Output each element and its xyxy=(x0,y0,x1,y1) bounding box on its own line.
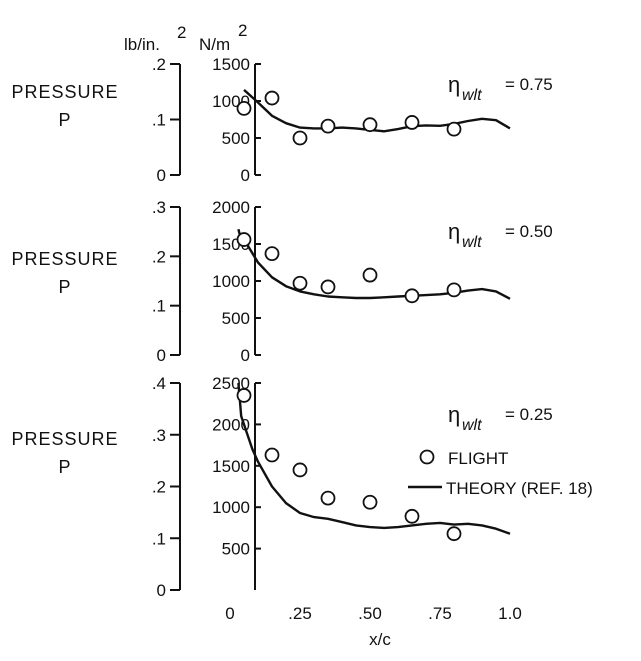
eta-subscript: wlt xyxy=(462,234,482,251)
psi-tick-label: .1 xyxy=(152,111,166,130)
pressure-panel: PRESSURE P 0 .1 .2 .3 .4 500 1000 1500 2000 2500 η wl… xyxy=(11,374,552,600)
legend-theory-label: THEORY (REF. 18) xyxy=(446,479,593,498)
eta-subscript: wlt xyxy=(462,417,482,434)
nm-tick-label: 500 xyxy=(222,309,250,328)
psi-tick-label: .3 xyxy=(152,198,166,217)
psi-tick-label: .2 xyxy=(152,478,166,497)
x-tick-label: .50 xyxy=(358,604,382,623)
eta-value: = 0.25 xyxy=(505,405,553,424)
nm-tick-label: 500 xyxy=(222,129,250,148)
psi-unit-label: lb/in. xyxy=(124,35,160,54)
flight-data-point xyxy=(292,275,308,291)
legend-flight-label: FLIGHT xyxy=(448,449,508,468)
theory-series-line xyxy=(237,382,511,535)
nm-tick-label: 0 xyxy=(241,346,250,365)
psi-tick-label: .3 xyxy=(152,426,166,445)
nm-tick-label: 2500 xyxy=(212,374,250,393)
flight-data-point xyxy=(320,490,336,506)
eta-value: = 0.75 xyxy=(505,75,553,94)
flight-data-point xyxy=(264,246,280,262)
pressure-axis-title: PRESSURE xyxy=(11,82,118,102)
nm-tick-label: 1500 xyxy=(212,55,250,74)
nm-tick-label: 2000 xyxy=(212,415,250,434)
nm-tick-label: 1000 xyxy=(212,272,250,291)
nm-unit-label: N/m xyxy=(199,35,230,54)
flight-data-point xyxy=(362,267,378,283)
psi-tick-label: 0 xyxy=(157,581,166,600)
pressure-axis-symbol: P xyxy=(58,277,71,297)
eta-symbol: η xyxy=(448,72,460,97)
flight-data-point xyxy=(264,90,280,106)
flight-data-point xyxy=(236,388,252,403)
eta-symbol: η xyxy=(448,402,460,427)
eta-symbol: η xyxy=(448,219,460,244)
nm-tick-label: 2000 xyxy=(212,198,250,217)
psi-tick-label: .2 xyxy=(152,247,166,266)
pressure-axis-symbol: P xyxy=(58,457,71,477)
x-axis-title: x/c xyxy=(369,630,391,649)
legend-flight-marker xyxy=(419,449,435,465)
psi-tick-label: .1 xyxy=(152,297,166,316)
eta-subscript: wlt xyxy=(462,87,482,104)
psi-tick-label: 0 xyxy=(157,346,166,365)
flight-data-point xyxy=(264,447,280,463)
nm-tick-label: 0 xyxy=(241,166,250,185)
psi-tick-label: .4 xyxy=(152,374,166,393)
flight-data-point xyxy=(404,288,420,304)
psi-unit-exponent: 2 xyxy=(177,23,186,42)
x-tick-label: .75 xyxy=(428,604,452,623)
pressure-axis-symbol: P xyxy=(58,110,71,130)
flight-data-point xyxy=(292,462,308,478)
psi-tick-label: .2 xyxy=(152,55,166,74)
x-tick-label: 0 xyxy=(225,604,234,623)
nm-unit-exponent: 2 xyxy=(238,21,247,40)
flight-data-point xyxy=(320,118,336,134)
theory-series-line xyxy=(243,89,511,133)
flight-data-point xyxy=(236,101,252,116)
flight-data-point xyxy=(446,121,462,137)
flight-data-point xyxy=(362,117,378,133)
nm-tick-label: 1500 xyxy=(212,457,250,476)
flight-data-point xyxy=(320,279,336,295)
flight-data-point xyxy=(404,508,420,524)
psi-tick-label: 0 xyxy=(157,166,166,185)
nm-tick-label: 500 xyxy=(222,540,250,559)
flight-data-point xyxy=(236,232,252,247)
flight-data-point xyxy=(404,115,420,130)
legend: FLIGHT THEORY (REF. 18) xyxy=(408,449,593,498)
flight-data-point xyxy=(362,494,378,510)
x-tick-label: .25 xyxy=(288,604,312,623)
pressure-axis-title: PRESSURE xyxy=(11,429,118,449)
flight-data-point xyxy=(446,526,462,542)
x-tick-label: 1.0 xyxy=(498,604,522,623)
flight-data-point xyxy=(446,282,462,298)
flight-data-point xyxy=(292,130,308,146)
pressure-axis-title: PRESSURE xyxy=(11,249,118,269)
x-axis: 0 .25 .50 .75 1.0 x/c xyxy=(225,604,522,649)
nm-tick-label: 1000 xyxy=(212,498,250,517)
eta-value: = 0.50 xyxy=(505,222,553,241)
psi-tick-label: .1 xyxy=(152,529,166,548)
